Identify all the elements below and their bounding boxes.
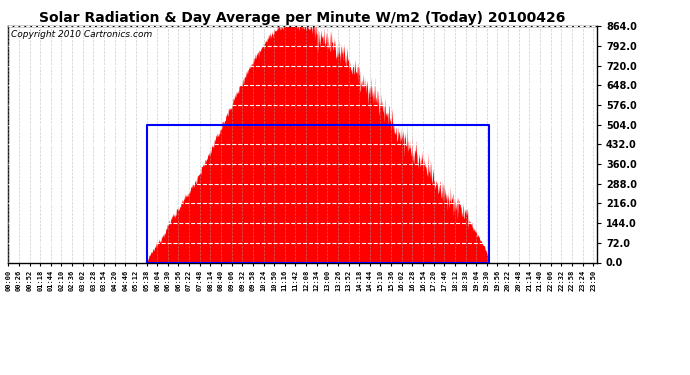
Title: Solar Radiation & Day Average per Minute W/m2 (Today) 20100426: Solar Radiation & Day Average per Minute… [39,11,566,25]
Text: Copyright 2010 Cartronics.com: Copyright 2010 Cartronics.com [11,30,152,39]
